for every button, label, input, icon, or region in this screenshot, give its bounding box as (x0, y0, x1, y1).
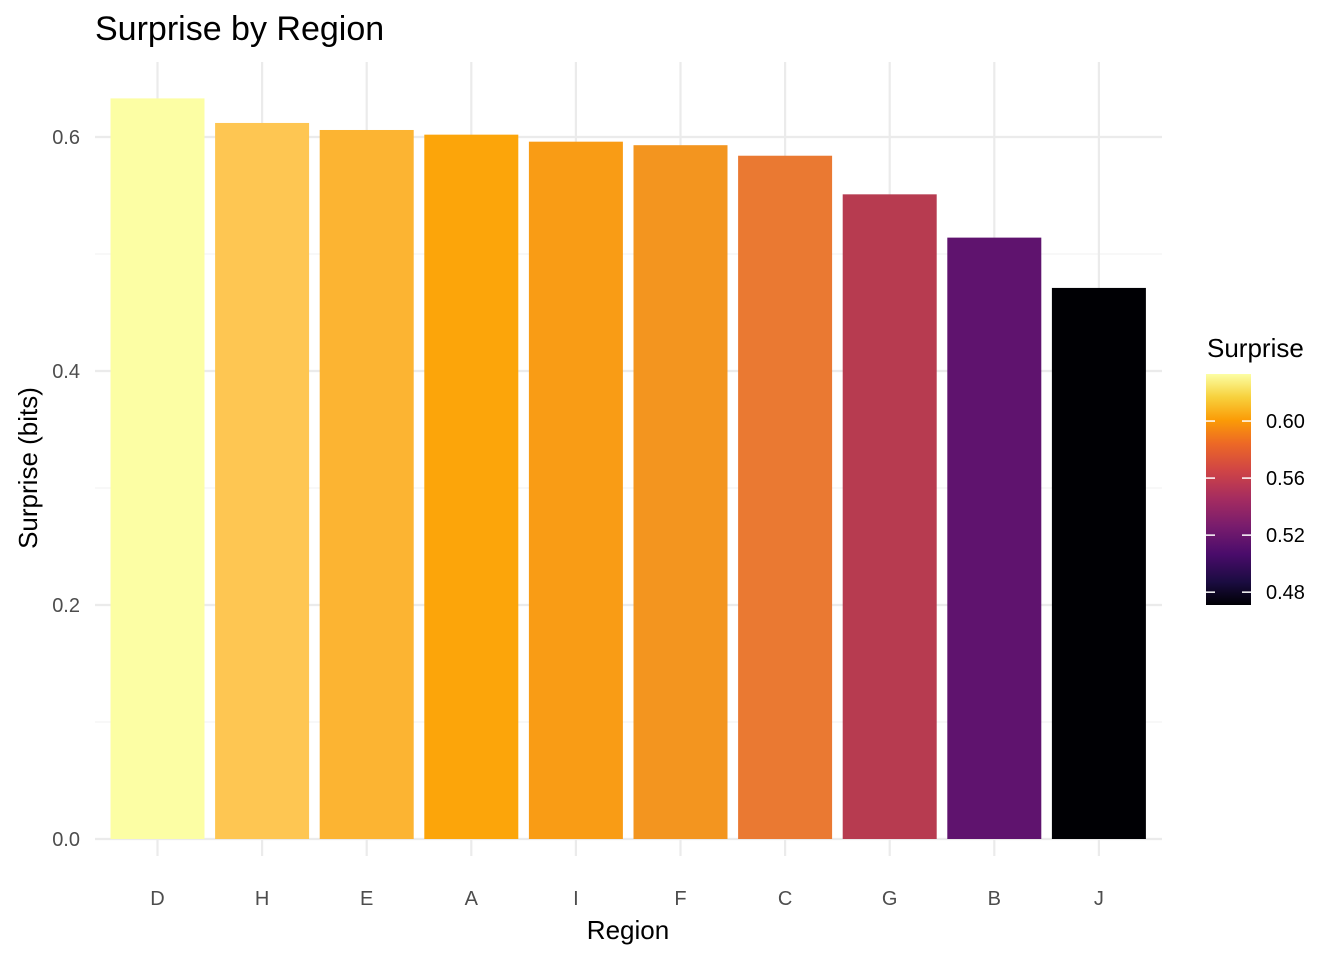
bar-H (215, 122, 310, 839)
bar-G (842, 194, 937, 839)
bars (110, 98, 1146, 840)
x-axis-title: Region (587, 915, 669, 945)
legend-tick-label: 0.52 (1266, 525, 1305, 547)
legend-tick-label: 0.56 (1266, 468, 1305, 490)
bar-E (319, 129, 414, 840)
x-tick-label: J (1094, 888, 1104, 910)
legend-ticks: 0.48 0.52 0.56 0.60 (1206, 411, 1305, 604)
x-tick-label: B (988, 888, 1001, 910)
legend-colorbar (1206, 374, 1251, 605)
legend-tick-label: 0.60 (1266, 411, 1305, 433)
x-tick-label: G (882, 888, 898, 910)
y-axis-ticks: 0.0 0.2 0.4 0.6 (52, 127, 80, 851)
legend-tick-label: 0.48 (1266, 582, 1305, 604)
x-tick-label: I (573, 888, 579, 910)
y-axis-title: Surprise (bits) (13, 387, 43, 549)
bar-I (528, 141, 623, 839)
bar-D (110, 98, 205, 839)
bar-J (1051, 287, 1146, 839)
bar-F (633, 145, 728, 839)
x-tick-label: C (778, 888, 792, 910)
x-tick-label: A (465, 888, 479, 910)
chart-title: Surprise by Region (95, 10, 384, 48)
y-tick-label: 0.4 (52, 361, 80, 383)
x-tick-label: F (674, 888, 686, 910)
legend-title: Surprise (1207, 333, 1304, 363)
y-tick-label: 0.6 (52, 127, 80, 149)
x-tick-label: E (360, 888, 373, 910)
bar-A (424, 134, 519, 839)
x-tick-label: H (255, 888, 269, 910)
legend: Surprise 0.48 0.52 0.56 0.60 (1206, 333, 1305, 605)
x-tick-label: D (150, 888, 164, 910)
bar-C (738, 155, 833, 840)
bar-B (947, 237, 1042, 839)
y-tick-label: 0.0 (52, 829, 80, 851)
y-tick-label: 0.2 (52, 595, 80, 617)
